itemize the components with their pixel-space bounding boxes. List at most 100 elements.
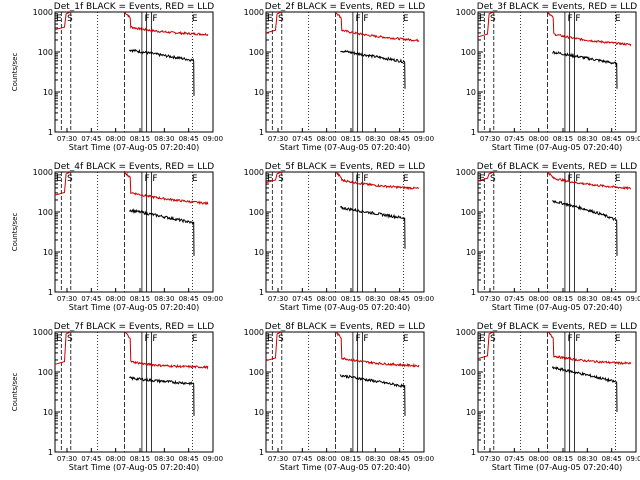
x-tick-label: 08:45 xyxy=(390,455,410,463)
series-line-events xyxy=(129,376,195,416)
x-axis-label: Start Time (07-Aug-05 07:20:40) xyxy=(69,303,200,312)
plot-frame xyxy=(54,11,214,133)
marker-label: F xyxy=(363,14,368,24)
x-tick-label: 08:45 xyxy=(179,135,199,143)
marker-label: F xyxy=(567,174,572,184)
y-tick-label: 100 xyxy=(38,368,53,377)
x-tick-label: 08:00 xyxy=(317,295,337,303)
series-line-lld-pre xyxy=(477,331,494,360)
plot-frame xyxy=(477,11,637,133)
plot-frame xyxy=(477,171,637,293)
x-tick-label: 09:00 xyxy=(414,295,434,303)
x-tick-label: 08:00 xyxy=(317,135,337,143)
y-tick-label: 1000 xyxy=(244,8,264,17)
x-tick-label: 07:30 xyxy=(57,455,77,463)
marker-label: E xyxy=(403,174,409,184)
x-tick-label: 07:45 xyxy=(81,295,101,303)
series-line-events xyxy=(339,205,406,249)
x-tick-label: 07:30 xyxy=(480,295,500,303)
chart-panel-2: Det_2f BLACK = Events, RED = LLD 1 10 100 10… xyxy=(244,2,434,152)
x-tick-label: 07:30 xyxy=(268,455,288,463)
x-axis-label: Start Time (07-Aug-05 07:20:40) xyxy=(280,143,411,152)
x-tick-label: 08:30 xyxy=(154,455,174,463)
x-tick-label: 08:30 xyxy=(577,455,597,463)
chart-title: Det_7f BLACK = Events, RED = LLD xyxy=(54,322,214,332)
marker-label: E xyxy=(56,334,62,344)
marker-label: F xyxy=(144,14,149,24)
x-tick-label: 08:15 xyxy=(130,455,150,463)
chart-title: Det_4f BLACK = Events, RED = LLD xyxy=(54,162,214,172)
series-line-lld-pre xyxy=(54,171,71,196)
x-tick-label: 08:00 xyxy=(106,295,126,303)
x-axis-label: Start Time (07-Aug-05 07:20:40) xyxy=(280,303,411,312)
chart-panel-6: Det_6f BLACK = Events, RED = LLD 1 10 100 10… xyxy=(456,162,640,312)
x-tick-label: 07:45 xyxy=(504,135,524,143)
series-line-events xyxy=(552,200,618,256)
series-line-lld xyxy=(547,171,632,191)
marker-label: F xyxy=(152,334,157,344)
marker-label: F xyxy=(152,14,157,24)
marker-label: E xyxy=(56,14,62,24)
y-axis-label: Counts/sec xyxy=(11,53,19,92)
y-tick-label: 100 xyxy=(249,208,264,217)
y-tick-label: 1 xyxy=(259,128,264,137)
series-line-lld-pre xyxy=(265,11,282,34)
x-tick-label: 08:30 xyxy=(365,455,385,463)
y-tick-label: 10 xyxy=(466,408,476,417)
x-tick-label: 08:30 xyxy=(365,295,385,303)
series-line-lld-pre xyxy=(54,11,71,31)
y-tick-label: 100 xyxy=(461,368,476,377)
x-tick-label: 07:30 xyxy=(480,455,500,463)
plot-frame xyxy=(265,171,425,293)
marker-label: E xyxy=(267,14,273,24)
marker-label: E xyxy=(267,334,273,344)
x-tick-label: 08:15 xyxy=(553,135,573,143)
y-tick-label: 100 xyxy=(38,208,53,217)
x-tick-label: 07:30 xyxy=(57,135,77,143)
marker-label: F xyxy=(363,174,368,184)
x-tick-label: 07:30 xyxy=(57,295,77,303)
x-axis-label: Start Time (07-Aug-05 07:20:40) xyxy=(69,463,200,472)
x-tick-label: 07:45 xyxy=(292,135,312,143)
x-tick-label: 08:30 xyxy=(154,295,174,303)
y-tick-label: 10 xyxy=(254,88,264,97)
x-tick-label: 09:00 xyxy=(414,135,434,143)
x-tick-label: 08:45 xyxy=(179,455,199,463)
chart-panel-5: Det_5f BLACK = Events, RED = LLD 1 10 100 10… xyxy=(244,162,434,312)
series-line-lld xyxy=(124,331,209,370)
series-line-events xyxy=(551,365,618,413)
marker-label: S xyxy=(67,174,73,184)
y-tick-label: 1000 xyxy=(33,168,53,177)
x-tick-label: 08:30 xyxy=(577,135,597,143)
marker-label: S xyxy=(278,334,284,344)
chart-panel-3: Det_3f BLACK = Events, RED = LLD 1 10 100 10… xyxy=(456,2,640,152)
marker-label: F xyxy=(144,334,149,344)
plot-frame xyxy=(265,11,425,133)
marker-label: F xyxy=(575,334,580,344)
y-tick-label: 1000 xyxy=(456,168,476,177)
x-tick-label: 07:45 xyxy=(81,455,101,463)
x-tick-label: 08:00 xyxy=(529,135,549,143)
chart-title: Det_2f BLACK = Events, RED = LLD xyxy=(265,2,425,12)
marker-label: S xyxy=(67,14,73,24)
marker-label: F xyxy=(575,174,580,184)
marker-label: F xyxy=(355,14,360,24)
marker-label: E xyxy=(403,14,409,24)
x-tick-label: 08:30 xyxy=(154,135,174,143)
marker-label: F xyxy=(355,174,360,184)
marker-label: F xyxy=(144,174,149,184)
series-line-events xyxy=(128,48,195,96)
x-tick-label: 07:30 xyxy=(268,295,288,303)
marker-label: E xyxy=(615,14,621,24)
series-line-events xyxy=(340,49,406,89)
chart-panel-7: Det_7f BLACK = Events, RED = LLD 1 10 100 10… xyxy=(11,322,223,472)
y-tick-label: 1 xyxy=(48,288,53,297)
x-axis-label: Start Time (07-Aug-05 07:20:40) xyxy=(492,303,623,312)
chart-panel-1: Det_1f BLACK = Events, RED = LLD 1 10 100 10… xyxy=(11,2,223,152)
marker-label: F xyxy=(575,14,580,24)
chart-panel-8: Det_8f BLACK = Events, RED = LLD 1 10 100 10… xyxy=(244,322,434,472)
y-tick-label: 1 xyxy=(259,448,264,457)
series-line-lld xyxy=(547,12,632,47)
marker-label: E xyxy=(267,174,273,184)
x-tick-label: 08:15 xyxy=(553,455,573,463)
